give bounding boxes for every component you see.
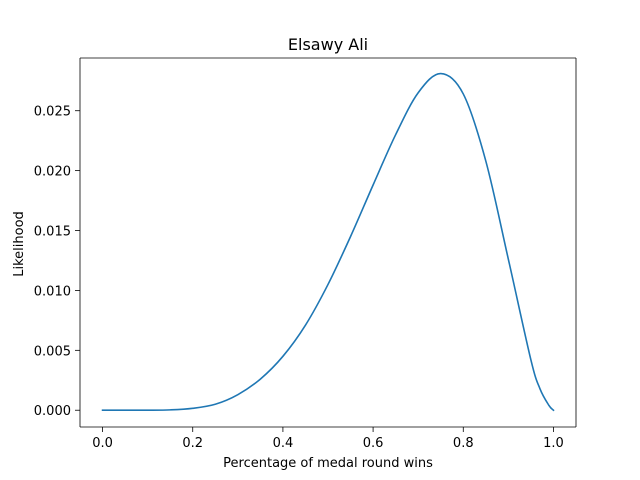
y-axis-label: Likelihood bbox=[12, 211, 27, 277]
y-tick-label: 0.015 bbox=[34, 225, 71, 240]
plot-area: 0.0 0.2 0.4 0.6 0.8 1.0 0.000 0.005 0.010 0.015 0.… bbox=[34, 57, 577, 451]
x-tick-label: 0.6 bbox=[363, 436, 384, 451]
x-tick-label: 0.2 bbox=[182, 436, 203, 451]
x-tick-label: 0.0 bbox=[92, 436, 113, 451]
y-tick-label: 0.025 bbox=[34, 105, 71, 120]
chart-title: Elsawy Ali bbox=[288, 35, 368, 54]
y-tick-label: 0.020 bbox=[34, 165, 71, 180]
x-tick-label: 0.4 bbox=[273, 436, 294, 451]
x-tick-label: 0.8 bbox=[453, 436, 474, 451]
y-tick-label: 0.005 bbox=[34, 344, 71, 359]
y-tick-label: 0.010 bbox=[34, 284, 71, 299]
x-tick-label: 1.0 bbox=[543, 436, 564, 451]
series-line-0 bbox=[101, 72, 555, 412]
y-tick-label: 0.000 bbox=[34, 404, 71, 419]
x-axis-label: Percentage of medal round wins bbox=[223, 456, 433, 471]
